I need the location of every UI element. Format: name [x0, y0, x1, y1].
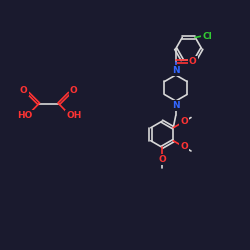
Text: O: O — [70, 86, 78, 95]
Text: O: O — [180, 142, 188, 152]
Text: O: O — [180, 117, 188, 126]
Text: OH: OH — [66, 111, 82, 120]
Text: O: O — [189, 57, 196, 66]
Text: HO: HO — [17, 111, 33, 120]
Text: O: O — [20, 86, 28, 95]
Text: N: N — [172, 101, 180, 110]
Text: Cl: Cl — [202, 32, 212, 41]
Text: O: O — [158, 155, 166, 164]
Text: N: N — [172, 66, 180, 75]
